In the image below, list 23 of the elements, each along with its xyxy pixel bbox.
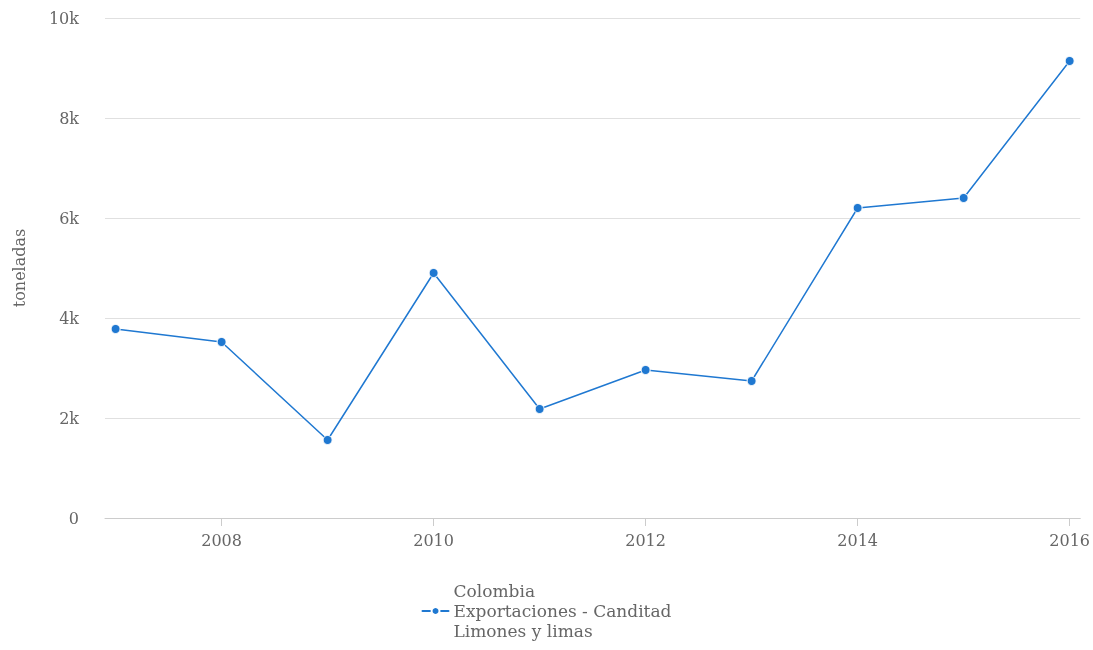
point: [746, 376, 757, 386]
x-tick-label: 2012: [625, 530, 666, 550]
point: [640, 365, 651, 375]
x-tick-label: 2008: [201, 530, 242, 550]
point: [322, 435, 333, 445]
point: [958, 193, 969, 203]
x-tick-label: 2014: [837, 530, 878, 550]
y-tick-label: 6k: [59, 208, 80, 228]
y-tick-label: 4k: [59, 308, 80, 328]
x-tick-label: 2010: [413, 530, 454, 550]
point: [1064, 56, 1075, 66]
y-tick-label: 10k: [48, 8, 80, 28]
y-tick-label: 2k: [59, 408, 80, 428]
y-tick-label: 8k: [59, 108, 80, 128]
y-axis-title: toneladas: [9, 228, 29, 308]
point: [534, 404, 545, 414]
point: [216, 337, 227, 347]
point: [428, 268, 439, 278]
x-tick-label: 2016: [1049, 530, 1090, 550]
y-tick-label: 0: [68, 508, 79, 528]
point: [110, 324, 121, 334]
legend-label: Colombia Exportaciones - Canditad Limones y limas: [453, 581, 672, 641]
point: [852, 203, 863, 213]
